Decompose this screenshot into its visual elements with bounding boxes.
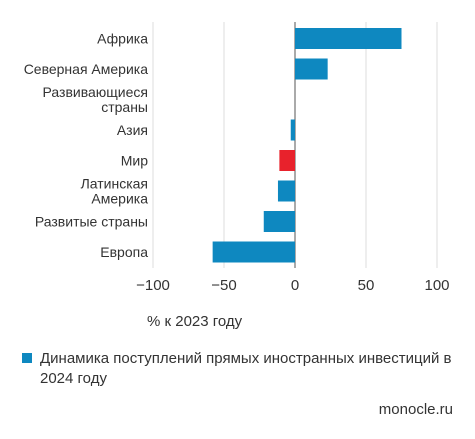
- bar: [279, 150, 295, 171]
- bar: [263, 211, 295, 232]
- x-axis-label: % к 2023 году: [147, 313, 243, 330]
- x-tick-labels: −100 −50 0 50 100: [136, 277, 449, 294]
- category-label: Северная Америка: [24, 61, 149, 77]
- category-label-line: Америка: [91, 191, 148, 207]
- category-label: Развитые страны: [35, 214, 148, 230]
- legend-label: Динамика поступлений прямых иностранных …: [40, 350, 452, 387]
- source-label: monocle.ru: [378, 401, 453, 418]
- bars: [212, 28, 402, 263]
- category-label-line: Европа: [100, 244, 148, 260]
- bar: [295, 28, 402, 49]
- bar: [212, 241, 295, 263]
- x-tick-label: 0: [291, 277, 299, 294]
- category-label: Европа: [100, 244, 148, 260]
- x-tick-label: −50: [211, 277, 236, 294]
- category-label: Мир: [121, 153, 148, 169]
- category-label-line: Африка: [97, 31, 148, 47]
- category-label-line: Латинская: [81, 176, 148, 192]
- bar-chart: Африка Северная Америка Развивающиеся стран…: [24, 22, 450, 294]
- category-label: Африка: [97, 31, 148, 47]
- category-label: Азия: [117, 122, 148, 138]
- category-label-line: Мир: [121, 153, 148, 169]
- legend: Динамика поступлений прямых иностранных …: [22, 349, 462, 389]
- category-labels: Африка Северная Америка Развивающиеся стран…: [24, 31, 149, 261]
- legend-swatch: [22, 353, 32, 363]
- category-label-line: Развитые страны: [35, 214, 148, 230]
- bar: [277, 180, 295, 202]
- category-label: Латинская Америка: [81, 176, 149, 207]
- x-tick-label: 50: [358, 277, 375, 294]
- category-label-line: Северная Америка: [24, 61, 149, 77]
- category-label-line: Азия: [117, 122, 148, 138]
- bar: [290, 119, 295, 141]
- x-tick-label: 100: [424, 277, 449, 294]
- category-label: Развивающиеся страны: [43, 84, 148, 115]
- category-label-line: Развивающиеся: [43, 84, 148, 100]
- x-tick-label: −100: [136, 277, 170, 294]
- bar: [295, 58, 328, 80]
- category-label-line: страны: [101, 99, 148, 115]
